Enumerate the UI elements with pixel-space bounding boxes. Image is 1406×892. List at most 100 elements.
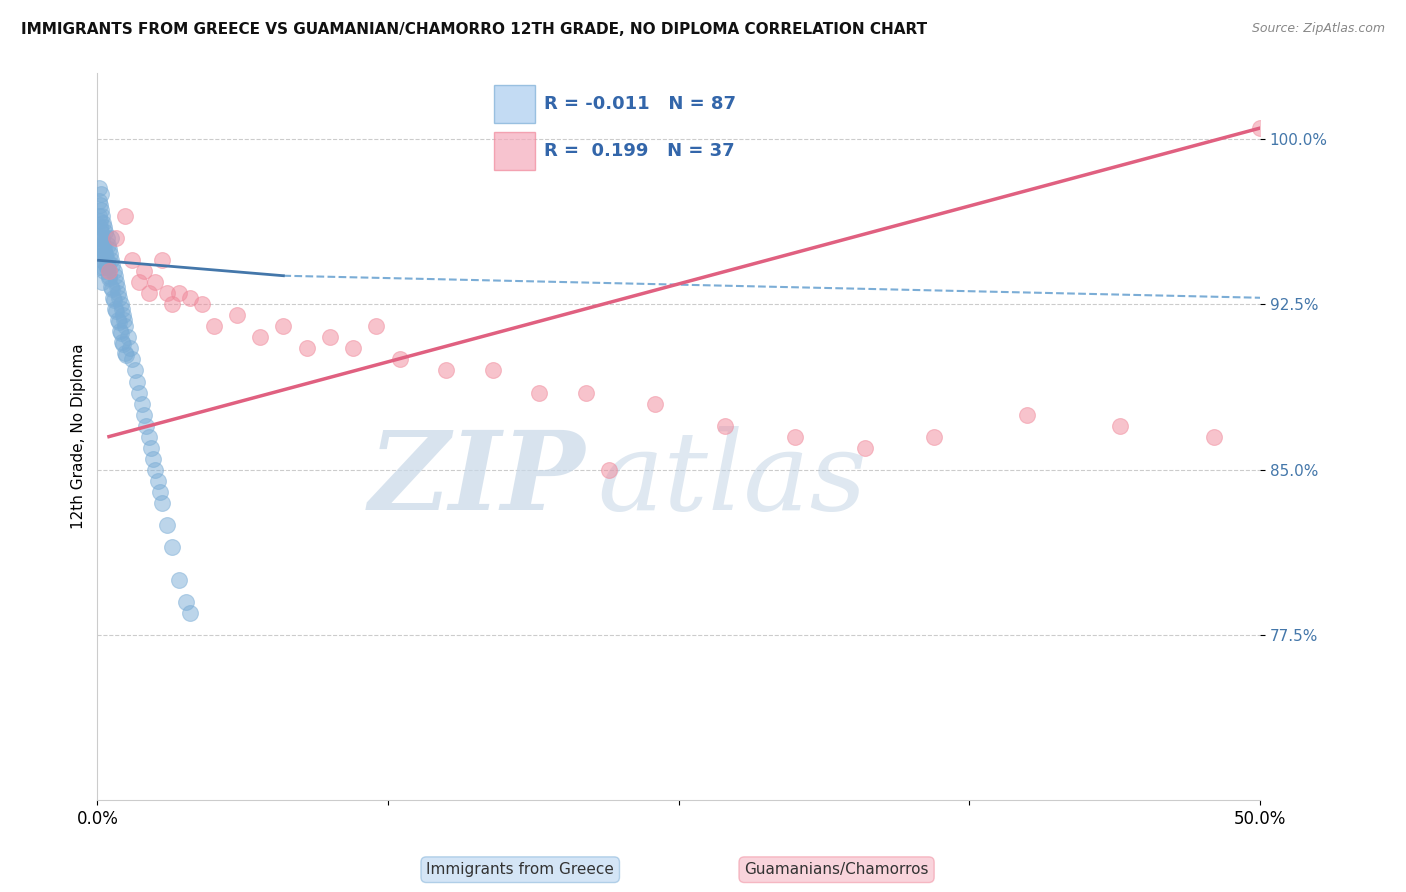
Point	[132, 264, 155, 278]
Point	[135, 418, 157, 433]
Point	[128, 385, 150, 400]
Point	[117, 330, 139, 344]
Point	[167, 573, 190, 587]
Point	[110, 297, 132, 311]
Point	[89, 194, 111, 208]
Point	[94, 246, 117, 260]
Point	[105, 304, 128, 318]
Point	[87, 231, 110, 245]
Point	[1017, 408, 1039, 422]
Point	[1109, 418, 1132, 433]
Point	[90, 187, 112, 202]
Text: R = -0.011   N = 87: R = -0.011 N = 87	[544, 95, 735, 113]
Point	[87, 209, 110, 223]
Point	[160, 297, 183, 311]
Text: atlas: atlas	[598, 426, 868, 534]
Point	[527, 385, 550, 400]
Point	[89, 198, 111, 212]
Point	[91, 209, 114, 223]
Point	[108, 324, 131, 338]
Point	[156, 517, 179, 532]
Point	[101, 291, 124, 305]
Point	[98, 246, 121, 260]
Point	[91, 231, 114, 245]
Point	[111, 334, 134, 349]
Point	[481, 363, 503, 377]
Point	[853, 441, 876, 455]
Text: R =  0.199   N = 37: R = 0.199 N = 37	[544, 142, 734, 161]
Point	[96, 231, 118, 245]
Point	[91, 238, 114, 252]
Point	[179, 606, 201, 620]
Point	[146, 474, 169, 488]
Point	[167, 286, 190, 301]
Point	[90, 235, 112, 250]
Point	[91, 260, 114, 274]
Point	[91, 253, 114, 268]
Point	[89, 260, 111, 274]
Point	[225, 309, 247, 323]
Point	[103, 264, 125, 278]
Point	[138, 429, 160, 443]
Point	[96, 260, 118, 274]
Bar	[495, 85, 534, 123]
Point	[273, 319, 295, 334]
Point	[100, 279, 122, 293]
Point	[924, 429, 946, 443]
Text: Immigrants from Greece: Immigrants from Greece	[426, 863, 614, 877]
Point	[104, 231, 127, 245]
Point	[319, 330, 342, 344]
Point	[575, 385, 598, 400]
Point	[107, 313, 129, 327]
Point	[107, 286, 129, 301]
Point	[93, 264, 115, 278]
Point	[111, 309, 134, 323]
Point	[112, 337, 135, 351]
Text: Guamanians/Chamorros: Guamanians/Chamorros	[744, 863, 929, 877]
Point	[104, 276, 127, 290]
Text: IMMIGRANTS FROM GREECE VS GUAMANIAN/CHAMORRO 12TH GRADE, NO DIPLOMA CORRELATION : IMMIGRANTS FROM GREECE VS GUAMANIAN/CHAM…	[21, 22, 927, 37]
Y-axis label: 12th Grade, No Diploma: 12th Grade, No Diploma	[72, 343, 86, 530]
Point	[108, 291, 131, 305]
Point	[101, 258, 124, 272]
Point	[98, 271, 121, 285]
Point	[124, 363, 146, 377]
Point	[295, 342, 318, 356]
Point	[114, 209, 136, 223]
Point	[96, 253, 118, 268]
Point	[114, 346, 136, 360]
Point	[93, 242, 115, 256]
Point	[97, 260, 120, 274]
Point	[104, 268, 127, 283]
Point	[111, 301, 134, 316]
Point	[149, 484, 172, 499]
Point	[104, 301, 127, 316]
Text: Source: ZipAtlas.com: Source: ZipAtlas.com	[1251, 22, 1385, 36]
Point	[783, 429, 806, 443]
Point	[97, 268, 120, 283]
Point	[598, 463, 620, 477]
Point	[114, 319, 136, 334]
Point	[714, 418, 737, 433]
Point	[156, 286, 179, 301]
Point	[97, 238, 120, 252]
Point	[128, 276, 150, 290]
Point	[174, 595, 197, 609]
Point	[107, 315, 129, 329]
Point	[145, 463, 167, 477]
Bar	[495, 132, 534, 170]
Point	[96, 258, 118, 272]
Point	[366, 319, 388, 334]
Point	[91, 216, 114, 230]
Point	[90, 202, 112, 217]
Point	[160, 540, 183, 554]
Point	[179, 291, 201, 305]
Text: ZIP: ZIP	[368, 426, 586, 534]
Point	[94, 249, 117, 263]
Point	[1249, 121, 1271, 136]
Point	[202, 319, 225, 334]
Point	[112, 313, 135, 327]
Point	[87, 180, 110, 194]
Point	[121, 352, 143, 367]
Point	[249, 330, 271, 344]
